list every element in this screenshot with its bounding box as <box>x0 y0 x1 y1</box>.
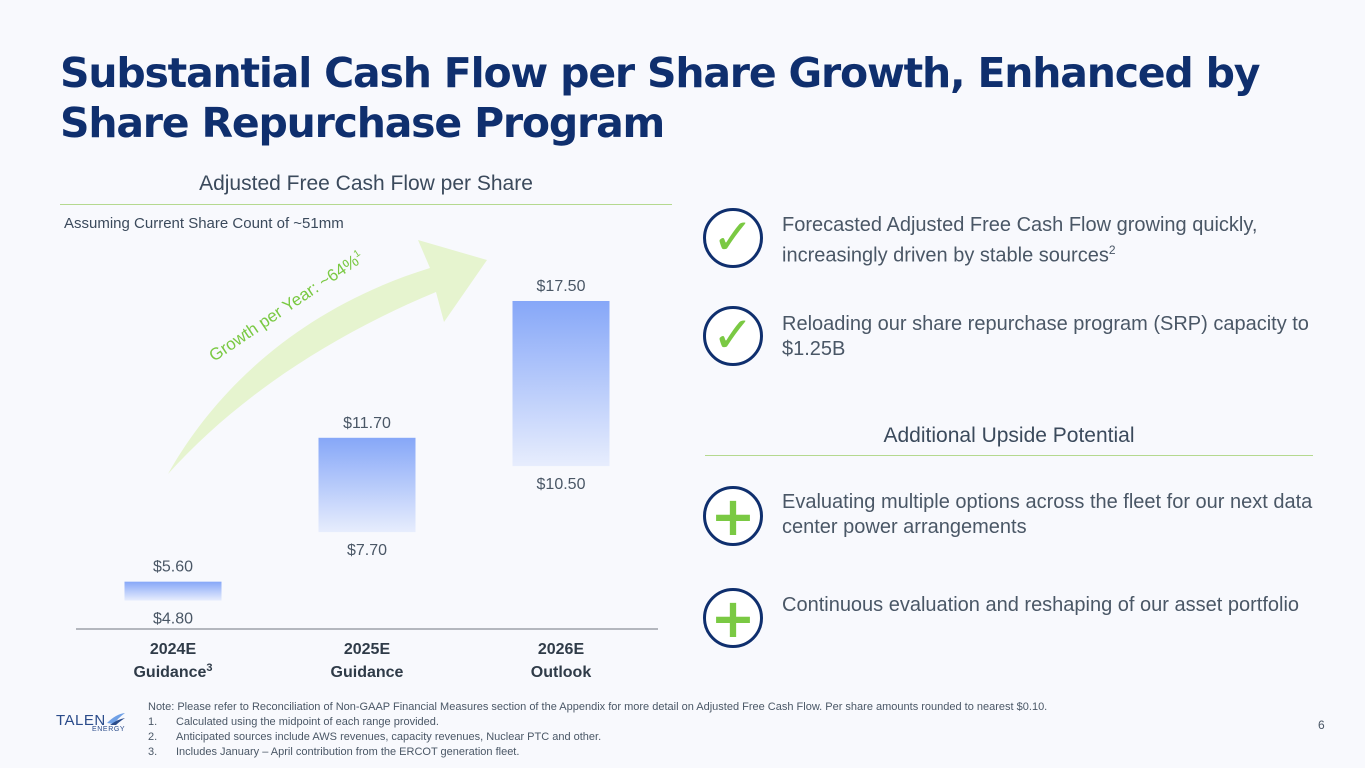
high-value-label: $5.60 <box>153 559 193 576</box>
plus-icon: + <box>703 588 763 649</box>
upside-title-rule <box>705 455 1313 456</box>
company-logo: TALEN ENERGY <box>56 712 125 733</box>
logo-name: TALEN <box>56 712 106 729</box>
chart-subtitle: Assuming Current Share Count of ~51mm <box>64 215 344 232</box>
logo-wing-icon <box>107 713 125 725</box>
category-sublabel: Guidance <box>331 664 404 681</box>
category-sublabel: Guidance3 <box>133 662 212 681</box>
check-icon: ✓ <box>703 208 763 268</box>
footnotes: Note: Please refer to Reconciliation of … <box>148 700 1047 760</box>
category-label: 2026E <box>538 641 585 658</box>
category-label: 2025E <box>344 641 391 658</box>
high-value-label: $17.50 <box>537 278 586 295</box>
category-sublabel: Outlook <box>531 664 592 681</box>
bar-range <box>124 581 222 601</box>
chart-title-rule <box>60 204 672 205</box>
footnote-item: 3. Includes January – April contribution … <box>148 746 520 758</box>
low-value-label: $7.70 <box>347 542 387 559</box>
upside-title: Additional Upside Potential <box>883 424 1135 447</box>
logo-sub: ENERGY <box>92 726 126 733</box>
upside-item-text: Evaluating multiple options across the f… <box>782 491 1313 538</box>
plus-icon: + <box>703 486 763 547</box>
check-icon: ✓ <box>703 306 763 366</box>
bar-range <box>318 437 416 533</box>
bar-range <box>512 300 610 467</box>
growth-arrow <box>168 240 487 474</box>
footnote-item: 2. Anticipated sources include AWS revenu… <box>148 731 602 743</box>
footnote-item: 1. Calculated using the midpoint of each … <box>148 716 439 728</box>
page-number: 6 <box>1318 718 1325 732</box>
upside-item-text: Continuous evaluation and reshaping of o… <box>782 594 1300 616</box>
bar-chart: Growth per Year: ~64%1 $5.60$4.80$11.70$… <box>76 240 658 681</box>
chart-title: Adjusted Free Cash Flow per Share <box>199 172 533 195</box>
page-title: Substantial Cash Flow per Share Growth, … <box>60 49 1261 147</box>
bullet-text: Reloading our share repurchase program (… <box>782 313 1309 360</box>
low-value-label: $4.80 <box>153 611 193 628</box>
category-label: 2024E <box>150 641 197 658</box>
bullet-text: Forecasted Adjusted Free Cash Flow growi… <box>782 214 1258 267</box>
note-intro: Note: Please refer to Reconciliation of … <box>148 701 1048 713</box>
low-value-label: $10.50 <box>537 476 586 493</box>
high-value-label: $11.70 <box>343 415 391 432</box>
